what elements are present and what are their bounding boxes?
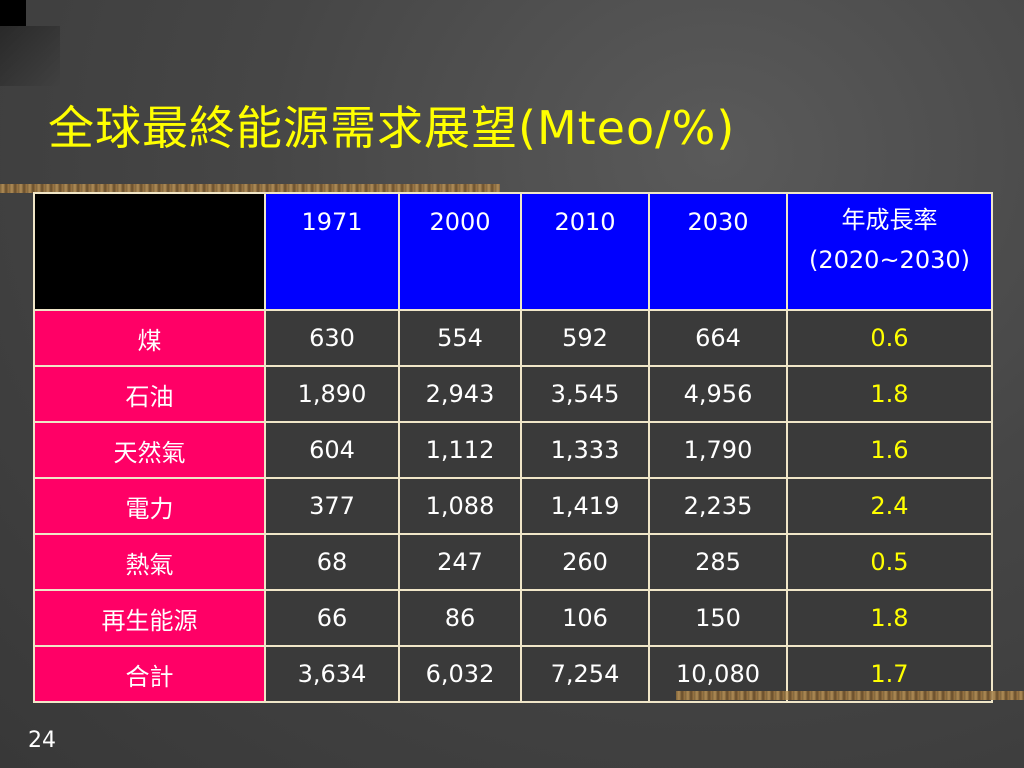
cell-value: 1,419 <box>520 477 650 535</box>
corner-mark <box>0 0 26 26</box>
cell-rate: 1.8 <box>786 365 993 423</box>
cell-value: 664 <box>648 309 788 367</box>
header-year-2010: 2010 <box>520 192 650 311</box>
header-year-2030: 2030 <box>648 192 788 311</box>
header-growth-rate: 年成長率 (2020~2030) <box>786 192 993 311</box>
cell-value: 1,890 <box>264 365 400 423</box>
row-label: 石油 <box>33 365 266 423</box>
decorative-bar-top <box>0 184 500 193</box>
cell-value: 285 <box>648 533 788 591</box>
table-row: 熱氣 68 247 260 285 0.5 <box>33 533 993 591</box>
table-row: 合計 3,634 6,032 7,254 10,080 1.7 <box>33 645 993 703</box>
header-year-2000: 2000 <box>398 192 522 311</box>
cell-value: 6,032 <box>398 645 522 703</box>
row-label: 合計 <box>33 645 266 703</box>
cell-value: 66 <box>264 589 400 647</box>
cell-value: 260 <box>520 533 650 591</box>
cell-value: 7,254 <box>520 645 650 703</box>
table-row: 電力 377 1,088 1,419 2,235 2.4 <box>33 477 993 535</box>
header-corner-cell <box>33 192 266 311</box>
cell-value: 2,943 <box>398 365 522 423</box>
cell-value: 630 <box>264 309 400 367</box>
cell-value: 1,333 <box>520 421 650 479</box>
cell-value: 1,790 <box>648 421 788 479</box>
cell-value: 3,545 <box>520 365 650 423</box>
cell-value: 3,634 <box>264 645 400 703</box>
table-header-row: 1971 2000 2010 2030 年成長率 (2020~2030) <box>33 192 993 311</box>
cell-value: 604 <box>264 421 400 479</box>
decorative-bar-bottom <box>676 691 1024 700</box>
row-label: 電力 <box>33 477 266 535</box>
cell-value: 554 <box>398 309 522 367</box>
energy-demand-table: 1971 2000 2010 2030 年成長率 (2020~2030) 煤 6… <box>33 192 993 703</box>
cell-value: 68 <box>264 533 400 591</box>
row-label: 熱氣 <box>33 533 266 591</box>
cell-rate: 1.6 <box>786 421 993 479</box>
row-label: 天然氣 <box>33 421 266 479</box>
table-row: 再生能源 66 86 106 150 1.8 <box>33 589 993 647</box>
cell-value: 2,235 <box>648 477 788 535</box>
cell-value: 377 <box>264 477 400 535</box>
table-row: 石油 1,890 2,943 3,545 4,956 1.8 <box>33 365 993 423</box>
cell-value: 106 <box>520 589 650 647</box>
row-label: 再生能源 <box>33 589 266 647</box>
page-number: 24 <box>28 728 56 753</box>
header-year-1971: 1971 <box>264 192 400 311</box>
cell-value: 86 <box>398 589 522 647</box>
cell-value: 1,112 <box>398 421 522 479</box>
table-row: 天然氣 604 1,112 1,333 1,790 1.6 <box>33 421 993 479</box>
cell-rate: 0.6 <box>786 309 993 367</box>
cell-value: 1,088 <box>398 477 522 535</box>
cell-value: 247 <box>398 533 522 591</box>
cell-rate: 2.4 <box>786 477 993 535</box>
cell-value: 592 <box>520 309 650 367</box>
slide-title: 全球最終能源需求展望(Mteo/%) <box>48 101 736 155</box>
cell-rate: 0.5 <box>786 533 993 591</box>
corner-shade <box>0 26 60 86</box>
cell-rate: 1.8 <box>786 589 993 647</box>
cell-value: 4,956 <box>648 365 788 423</box>
cell-value: 150 <box>648 589 788 647</box>
row-label: 煤 <box>33 309 266 367</box>
table-row: 煤 630 554 592 664 0.6 <box>33 309 993 367</box>
